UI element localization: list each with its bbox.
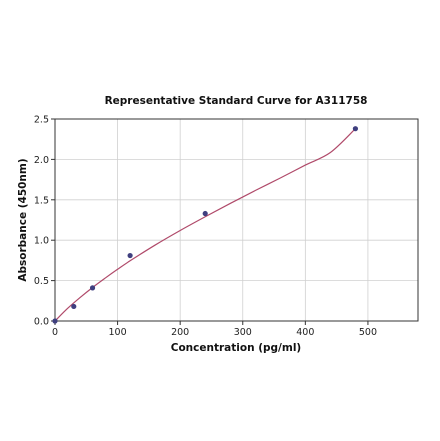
x-tick-label: 200 xyxy=(171,327,189,338)
y-tick-label: 2.0 xyxy=(34,155,49,166)
plot-area-frame xyxy=(54,118,419,322)
y-axis-ticks: 0.0 0.5 1.0 1.5 2.0 2.5 xyxy=(34,115,55,328)
data-point xyxy=(52,318,58,324)
data-point xyxy=(202,210,208,217)
fit-curve xyxy=(54,128,356,322)
y-tick-label: 1.0 xyxy=(34,236,49,247)
x-axis-label: Concentration (pg/ml) xyxy=(171,342,301,354)
data-point xyxy=(127,252,133,259)
y-tick-label: 1.5 xyxy=(34,195,49,206)
y-tick-label: 0.0 xyxy=(34,317,49,328)
x-axis-ticks: 0 100 200 300 400 500 xyxy=(52,321,377,338)
y-tick-label: 2.5 xyxy=(34,115,49,126)
data-point xyxy=(352,126,359,132)
y-tick-label: 0.5 xyxy=(34,276,49,287)
x-tick-label: 400 xyxy=(296,327,314,338)
data-points xyxy=(52,126,359,324)
chart-title: Representative Standard Curve for A31175… xyxy=(105,95,368,107)
x-tick-label: 100 xyxy=(109,327,127,338)
y-axis-label: Absorbance (450nm) xyxy=(17,158,29,281)
data-point xyxy=(71,303,77,310)
x-tick-label: 500 xyxy=(359,327,377,338)
x-tick-label: 0 xyxy=(52,327,58,338)
data-point xyxy=(89,285,96,291)
grid xyxy=(54,118,418,322)
x-tick-label: 300 xyxy=(234,327,252,338)
